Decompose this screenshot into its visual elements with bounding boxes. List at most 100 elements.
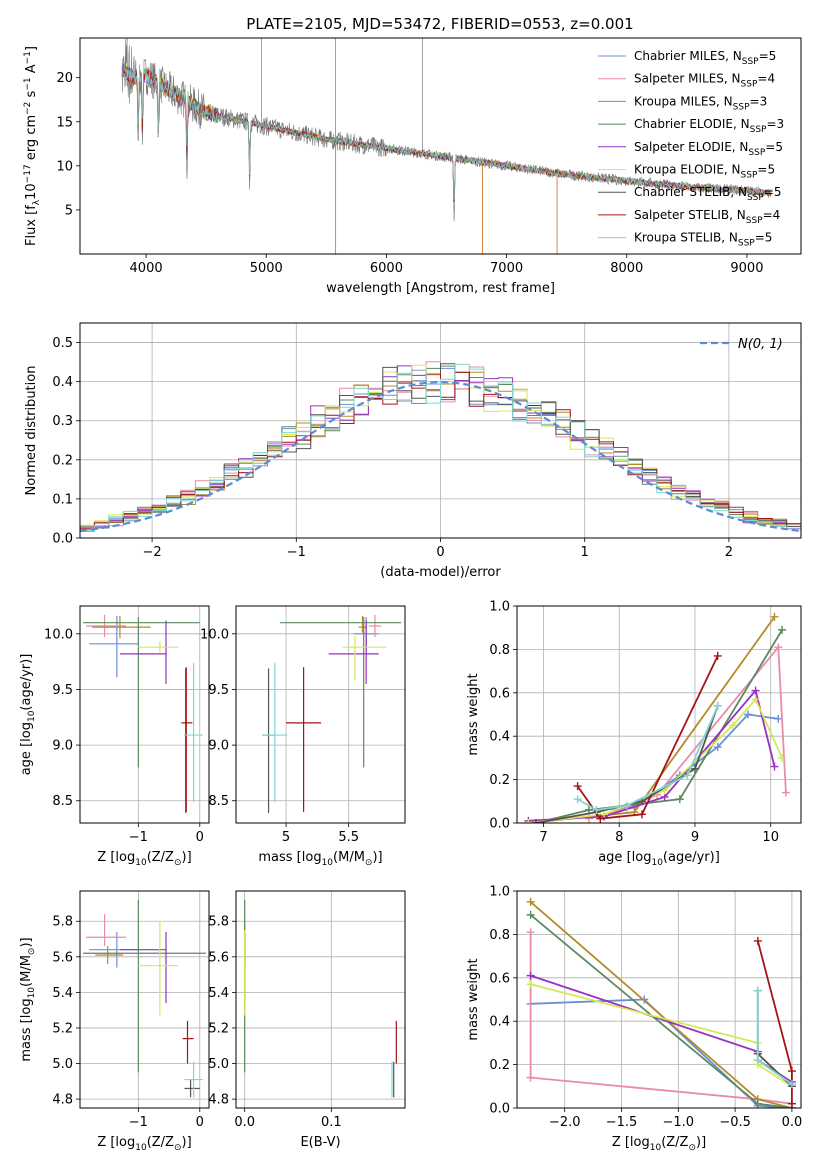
y-tick-label: 8.5 — [52, 794, 73, 809]
plot-area-weight-age — [524, 612, 790, 823]
x-tick-label: 8000 — [610, 261, 643, 276]
weight-line-1 — [529, 932, 793, 1105]
histogram-1 — [80, 361, 801, 538]
y-tick-label: 0.2 — [52, 453, 73, 468]
x-tick-label: −1.5 — [606, 1115, 638, 1130]
x-tick-label: −0.5 — [719, 1115, 751, 1130]
weight-marker — [753, 1056, 762, 1065]
weight-line-7 — [576, 655, 719, 820]
axes-frame — [235, 605, 406, 824]
weight-marker — [774, 714, 783, 723]
weight-marker — [787, 1067, 796, 1076]
weight-marker — [753, 1099, 762, 1108]
weight-marker — [526, 1073, 535, 1082]
weight-marker — [573, 782, 582, 791]
histogram-8 — [80, 363, 801, 538]
weight-marker — [781, 788, 790, 797]
x-tick-label: 0.1 — [321, 1115, 342, 1130]
y-axis-label: age [log10(age/yr)] — [19, 654, 37, 776]
x-axis-label: Z [log10(Z/Z⊙)] — [97, 1135, 191, 1153]
legend-entry-label: Kroupa ELODIE, NSSP=5 — [634, 163, 775, 181]
y-tick-label: 1.0 — [489, 600, 510, 615]
axes-frame — [516, 890, 802, 1109]
y-tick-label: 9.5 — [52, 683, 73, 698]
x-tick-label: −2.0 — [549, 1115, 581, 1130]
x-tick-label: 5000 — [250, 261, 283, 276]
legend-entry-label: Salpeter MILES, NSSP=4 — [634, 72, 775, 90]
x-tick-label: 5.5 — [338, 830, 359, 845]
y-tick-label: 0.6 — [489, 971, 510, 986]
x-tick-label: −1 — [129, 1115, 148, 1130]
x-axis-label: wavelength [Angstrom, rest frame] — [326, 281, 555, 296]
chart-residuals: −2 −1 0 1 2 0.0 0.1 0.2 0.3 0.4 0.5 (data-model)/er… — [24, 322, 802, 580]
weight-marker — [573, 795, 582, 804]
model-line-7 — [121, 64, 772, 202]
x-tick-label: 2 — [725, 545, 733, 560]
weight-marker — [713, 701, 722, 710]
y-tick-label: 5 — [65, 203, 73, 218]
axes-frame — [79, 890, 210, 1109]
chart-age-Z: −1 0 8.5 9.0 9.5 10.0 Z [log10(Z/Z⊙)] age [log1… — [19, 605, 210, 868]
chart-age-mass: 5 5.5 8.5 9.0 9.5 10.0 mass [log10(M/M⊙)] — [200, 605, 406, 868]
x-tick-label: 1 — [581, 545, 589, 560]
y-tick-label: 5.6 — [52, 950, 73, 965]
legend-entry-label: Kroupa MILES, NSSP=3 — [634, 94, 767, 112]
weight-marker — [753, 936, 762, 945]
axes-frame — [79, 322, 802, 539]
weight-line-2 — [530, 901, 793, 1108]
axes-frame — [79, 37, 802, 255]
weight-line-4 — [528, 688, 776, 822]
plot-area-residuals — [80, 361, 801, 538]
y-tick-label: 0.4 — [489, 1015, 510, 1030]
x-axis-label: (data-model)/error — [380, 565, 501, 580]
y-tick-label: 0.8 — [489, 643, 510, 658]
weight-marker — [526, 971, 535, 980]
weight-marker — [787, 1099, 796, 1108]
axes-frame — [79, 605, 210, 824]
weight-marker — [728, 721, 737, 730]
legend-entry-label: Kroupa STELIB, NSSP=5 — [634, 231, 772, 249]
weight-line-4 — [530, 974, 793, 1083]
y-tick-label: 5.4 — [208, 986, 229, 1001]
x-axis-label: E(B-V) — [300, 1135, 340, 1150]
y-tick-label: 5.6 — [208, 950, 229, 965]
y-tick-label: 15 — [56, 115, 73, 130]
y-tick-label: 9.0 — [52, 739, 73, 754]
y-tick-label: 5.8 — [52, 915, 73, 930]
weight-marker — [787, 1080, 796, 1089]
x-tick-label: −2 — [143, 545, 162, 560]
x-axis-label: mass [log10(M/M⊙)] — [258, 850, 382, 868]
x-tick-label: 6000 — [370, 261, 403, 276]
weight-line-5 — [530, 983, 793, 1088]
legend-entry-label: N(0, 1) — [738, 337, 783, 352]
weight-line-3 — [530, 914, 793, 1108]
x-tick-label: 0 — [196, 830, 204, 845]
y-axis-label: mass weight — [466, 958, 481, 1040]
plot-area-mass-Z — [83, 899, 206, 1098]
weight-marker — [526, 910, 535, 919]
y-axis-label: Normed distribution — [24, 366, 39, 496]
y-tick-label: 1.0 — [489, 885, 510, 900]
x-tick-label: 0 — [196, 1115, 204, 1130]
weight-marker — [526, 897, 535, 906]
x-tick-label: −1.0 — [663, 1115, 695, 1130]
y-tick-label: 0.3 — [52, 414, 73, 429]
weight-marker — [526, 928, 535, 937]
weight-marker — [690, 764, 699, 773]
weight-line-0 — [530, 998, 792, 1108]
gaussian-curve — [80, 380, 801, 533]
y-tick-label: 0.2 — [489, 1058, 510, 1073]
y-tick-label: 5.2 — [208, 1021, 229, 1036]
y-tick-label: 5.0 — [52, 1057, 73, 1072]
chart-mass-EBV: 0.0 0.1 4.8 5.0 5.2 5.4 5.6 5.8 E(B-V) — [208, 890, 406, 1150]
weight-marker — [743, 710, 752, 719]
x-tick-label: 9 — [691, 830, 699, 845]
x-axis-label: Z [log10(Z/Z⊙)] — [612, 1135, 706, 1153]
x-tick-label: 5 — [282, 830, 290, 845]
weight-marker — [683, 771, 692, 780]
y-tick-label: 10.0 — [44, 627, 73, 642]
figure-title: PLATE=2105, MJD=53472, FIBERID=0553, z=0… — [246, 15, 633, 33]
legend-entry-label: Salpeter ELODIE, NSSP=5 — [634, 140, 783, 158]
legend-entry-label: Salpeter STELIB, NSSP=4 — [634, 208, 780, 226]
y-tick-label: 5.4 — [52, 986, 73, 1001]
